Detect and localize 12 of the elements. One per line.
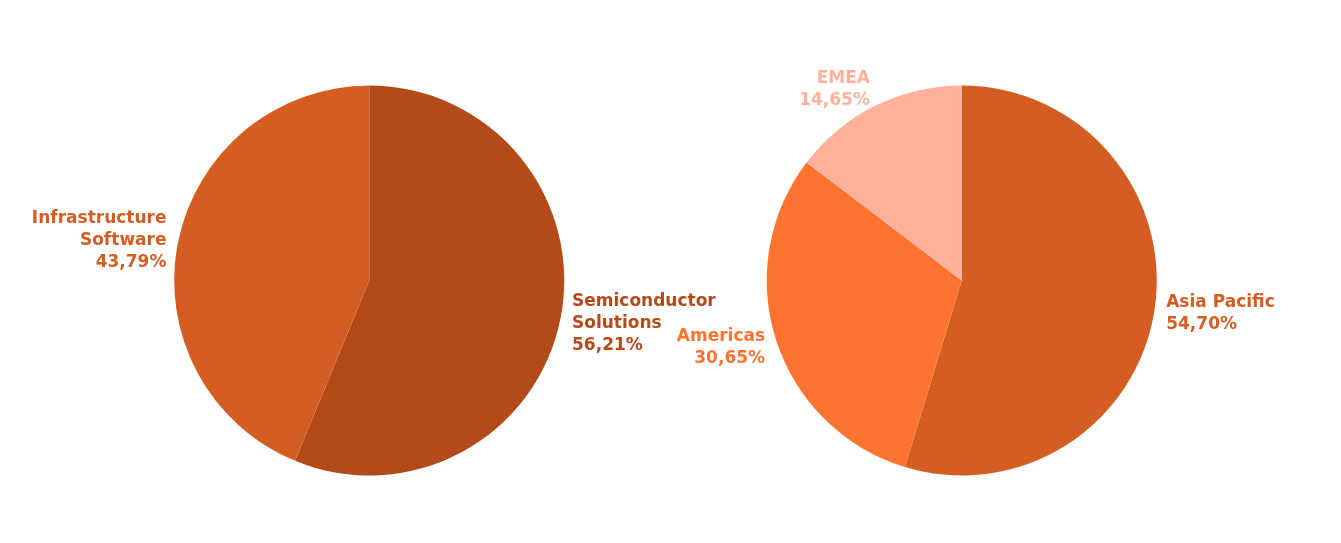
pie-slice bbox=[766, 162, 962, 468]
pie-slice bbox=[905, 85, 1157, 476]
slice-label: Asia Pacific bbox=[1166, 291, 1275, 312]
pie-slice bbox=[174, 85, 370, 461]
slice-label: EMEA bbox=[816, 67, 871, 88]
pie-slice bbox=[295, 85, 564, 476]
slice-label: Infrastructure Software bbox=[31, 206, 167, 249]
data-label: 56,21% bbox=[572, 334, 643, 355]
data-label: 54,70% bbox=[1166, 313, 1238, 334]
data-label: 14,65% bbox=[799, 89, 870, 110]
data-label: 30,65% bbox=[694, 347, 766, 368]
data-label: 43,79% bbox=[95, 250, 167, 271]
